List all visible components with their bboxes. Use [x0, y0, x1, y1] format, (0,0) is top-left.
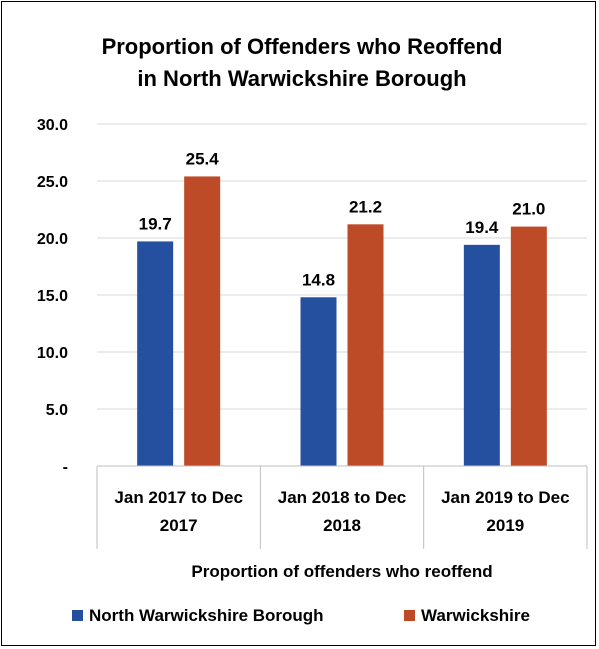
y-axis-tick-labels: - 5.0 10.0 15.0 20.0 25.0 30.0	[37, 117, 68, 476]
chart-title: Proportion of Offenders who Reoffend in …	[102, 34, 503, 91]
legend: North Warwickshire Borough Warwickshire	[72, 606, 530, 625]
x-axis	[96, 465, 588, 549]
data-label: 19.4	[465, 218, 499, 237]
y-tick-label: 5.0	[46, 402, 68, 419]
bar-warwickshire	[347, 224, 384, 466]
legend-label: Warwickshire	[421, 606, 530, 625]
data-label: 14.8	[302, 270, 335, 289]
bar-north-warwickshire	[300, 297, 337, 466]
data-labels: 19.7 25.4 14.8 21.2 19.4 21.0	[139, 149, 546, 289]
x-category-label: Jan 2018 to Dec	[278, 488, 407, 507]
x-category-label: 2019	[486, 516, 524, 535]
chart-title-line-2: in North Warwickshire Borough	[137, 66, 466, 91]
legend-swatch	[404, 610, 415, 621]
bar-warwickshire	[510, 226, 547, 466]
chart-title-line-1: Proportion of Offenders who Reoffend	[102, 34, 503, 59]
data-label: 25.4	[186, 149, 220, 168]
y-tick-label: 10.0	[37, 345, 68, 362]
x-category-label: Jan 2017 to Dec	[114, 488, 243, 507]
y-tick-label: -	[63, 459, 68, 476]
y-tick-label: 20.0	[37, 231, 68, 248]
bar-north-warwickshire	[137, 241, 174, 466]
y-tick-label: 30.0	[37, 117, 68, 134]
x-category-label: 2017	[160, 516, 198, 535]
y-tick-label: 25.0	[37, 174, 68, 191]
data-label: 19.7	[139, 214, 172, 233]
bar-north-warwickshire	[463, 244, 500, 466]
x-category-label: Jan 2019 to Dec	[441, 488, 570, 507]
x-axis-title: Proportion of offenders who reoffend	[191, 562, 492, 581]
y-tick-label: 15.0	[37, 288, 68, 305]
x-category-label: 2018	[323, 516, 361, 535]
gridlines	[97, 123, 587, 410]
bar-warwickshire	[184, 176, 221, 466]
data-label: 21.2	[349, 197, 382, 216]
x-axis-category-labels: Jan 2017 to Dec 2017 Jan 2018 to Dec 2018 Ja…	[114, 488, 569, 535]
data-label: 21.0	[512, 200, 545, 219]
legend-swatch	[72, 610, 83, 621]
bars	[137, 176, 547, 466]
legend-label: North Warwickshire Borough	[89, 606, 324, 625]
